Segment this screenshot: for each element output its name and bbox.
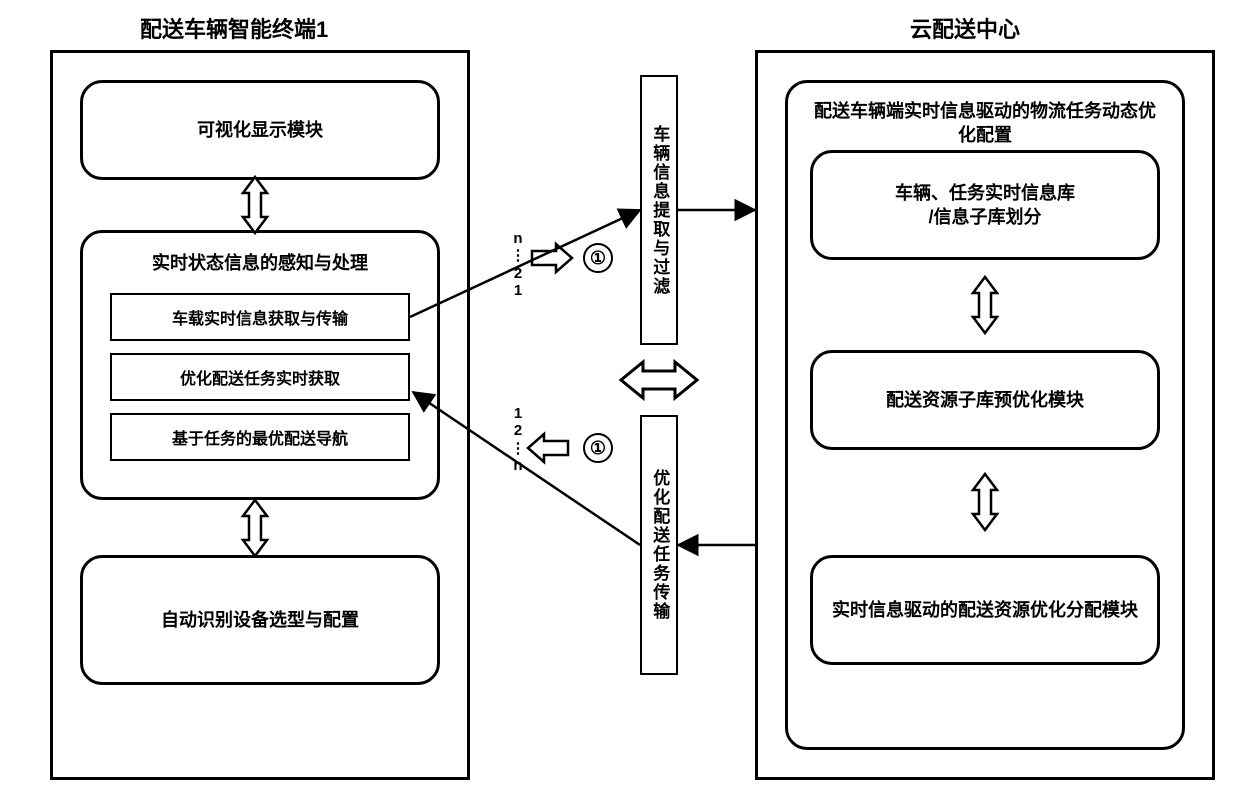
right-inner-header: 配送车辆端实时信息驱动的物流任务动态优化配置	[800, 99, 1170, 148]
alloc-label: 实时信息驱动的配送资源优化分配模块	[832, 598, 1138, 622]
right-title: 云配送中心	[910, 12, 1020, 44]
badge-bottom: ①	[583, 433, 613, 463]
alloc-box: 实时信息驱动的配送资源优化分配模块	[810, 555, 1160, 665]
arrow-seq-top	[532, 244, 572, 272]
extract-box: 车辆信息提取与过滤	[640, 75, 678, 345]
db-box: 车辆、任务实时信息库 /信息子库划分	[810, 150, 1160, 260]
seq-bot: 12⋮n	[510, 405, 526, 474]
sensing-row-1: 优化配送任务实时获取	[110, 353, 410, 401]
transmit-box: 优化配送任务传输	[640, 415, 678, 675]
arrow-extract-transmit	[621, 362, 697, 398]
visual-module-box: 可视化显示模块	[80, 80, 440, 180]
db-label: 车辆、任务实时信息库 /信息子库划分	[895, 181, 1075, 230]
extract-label: 车辆信息提取与过滤	[649, 125, 669, 296]
left-title: 配送车辆智能终端1	[140, 12, 328, 44]
autoid-box: 自动识别设备选型与配置	[80, 555, 440, 685]
preopt-box: 配送资源子库预优化模块	[810, 350, 1160, 450]
sensing-header: 实时状态信息的感知与处理	[152, 251, 368, 275]
sensing-box: 实时状态信息的感知与处理 车载实时信息获取与传输 优化配送任务实时获取 基于任务…	[80, 230, 440, 500]
sensing-row-0: 车载实时信息获取与传输	[110, 293, 410, 341]
arrow-seq-bottom	[528, 434, 568, 462]
sensing-row-2: 基于任务的最优配送导航	[110, 413, 410, 461]
transmit-label: 优化配送任务传输	[649, 469, 669, 621]
visual-module-label: 可视化显示模块	[197, 118, 323, 142]
seq-top: n⋮21	[510, 230, 526, 299]
autoid-label: 自动识别设备选型与配置	[161, 608, 359, 632]
preopt-label: 配送资源子库预优化模块	[886, 388, 1084, 412]
badge-top: ①	[583, 243, 613, 273]
